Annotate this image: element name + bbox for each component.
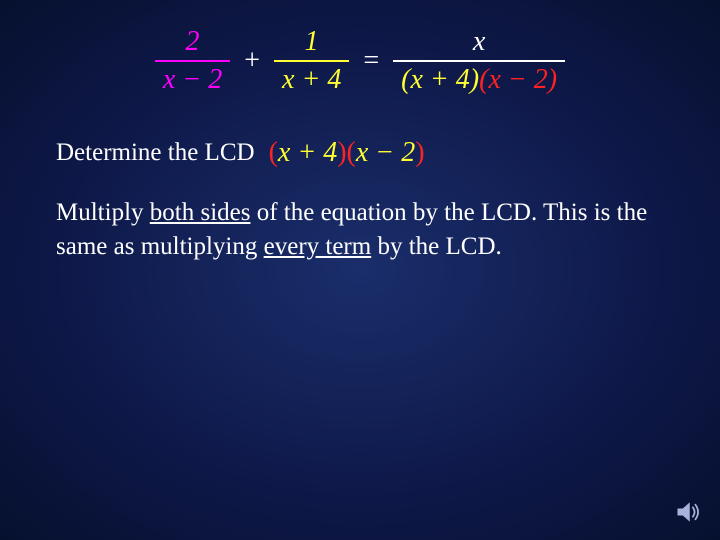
lcd-paren-open-1: ( [269,134,278,172]
fraction-3-numerator: x [465,24,493,60]
fraction-2-numerator: 1 [297,24,327,60]
lcd-paren-open-2: ( [347,134,356,172]
lcd-paren-close-2: ) [415,134,424,172]
slide: 2 x − 2 + 1 x + 4 = x (x + 4)(x − 2) Det… [0,0,720,540]
instruction-underline-2: every term [264,233,372,260]
instruction-paragraph: Multiply both sides of the equation by t… [56,196,664,264]
instruction-part-a: Multiply [56,199,150,226]
fraction-1-numerator: 2 [178,24,208,60]
fraction-3-den-first: (x + 4) [401,64,479,95]
instruction-underline-1: both sides [150,199,251,226]
fraction-1-denominator: x − 2 [155,62,230,98]
fraction-3-denominator: (x + 4)(x − 2) [393,62,565,98]
lcd-term-2: x − 2 [356,134,415,172]
lcd-expression: ( x + 4 ) ( x − 2 ) [269,134,425,172]
lcd-label: Determine the LCD [56,136,255,170]
fraction-2: 1 x + 4 [274,24,349,98]
equals-operator: = [359,47,383,75]
fraction-1: 2 x − 2 [155,24,230,98]
main-equation: 2 x − 2 + 1 x + 4 = x (x + 4)(x − 2) [0,0,720,98]
lcd-line: Determine the LCD ( x + 4 ) ( x − 2 ) [56,134,664,172]
fraction-3-den-second: (x − 2) [479,64,557,95]
fraction-3: x (x + 4)(x − 2) [393,24,565,98]
fraction-2-denominator: x + 4 [274,62,349,98]
sound-icon [674,498,702,526]
body-text: Determine the LCD ( x + 4 ) ( x − 2 ) Mu… [0,98,720,263]
lcd-paren-close-1: ) [337,134,346,172]
plus-operator: + [240,47,264,75]
lcd-term-1: x + 4 [278,134,337,172]
instruction-part-c: by the LCD. [371,233,502,260]
